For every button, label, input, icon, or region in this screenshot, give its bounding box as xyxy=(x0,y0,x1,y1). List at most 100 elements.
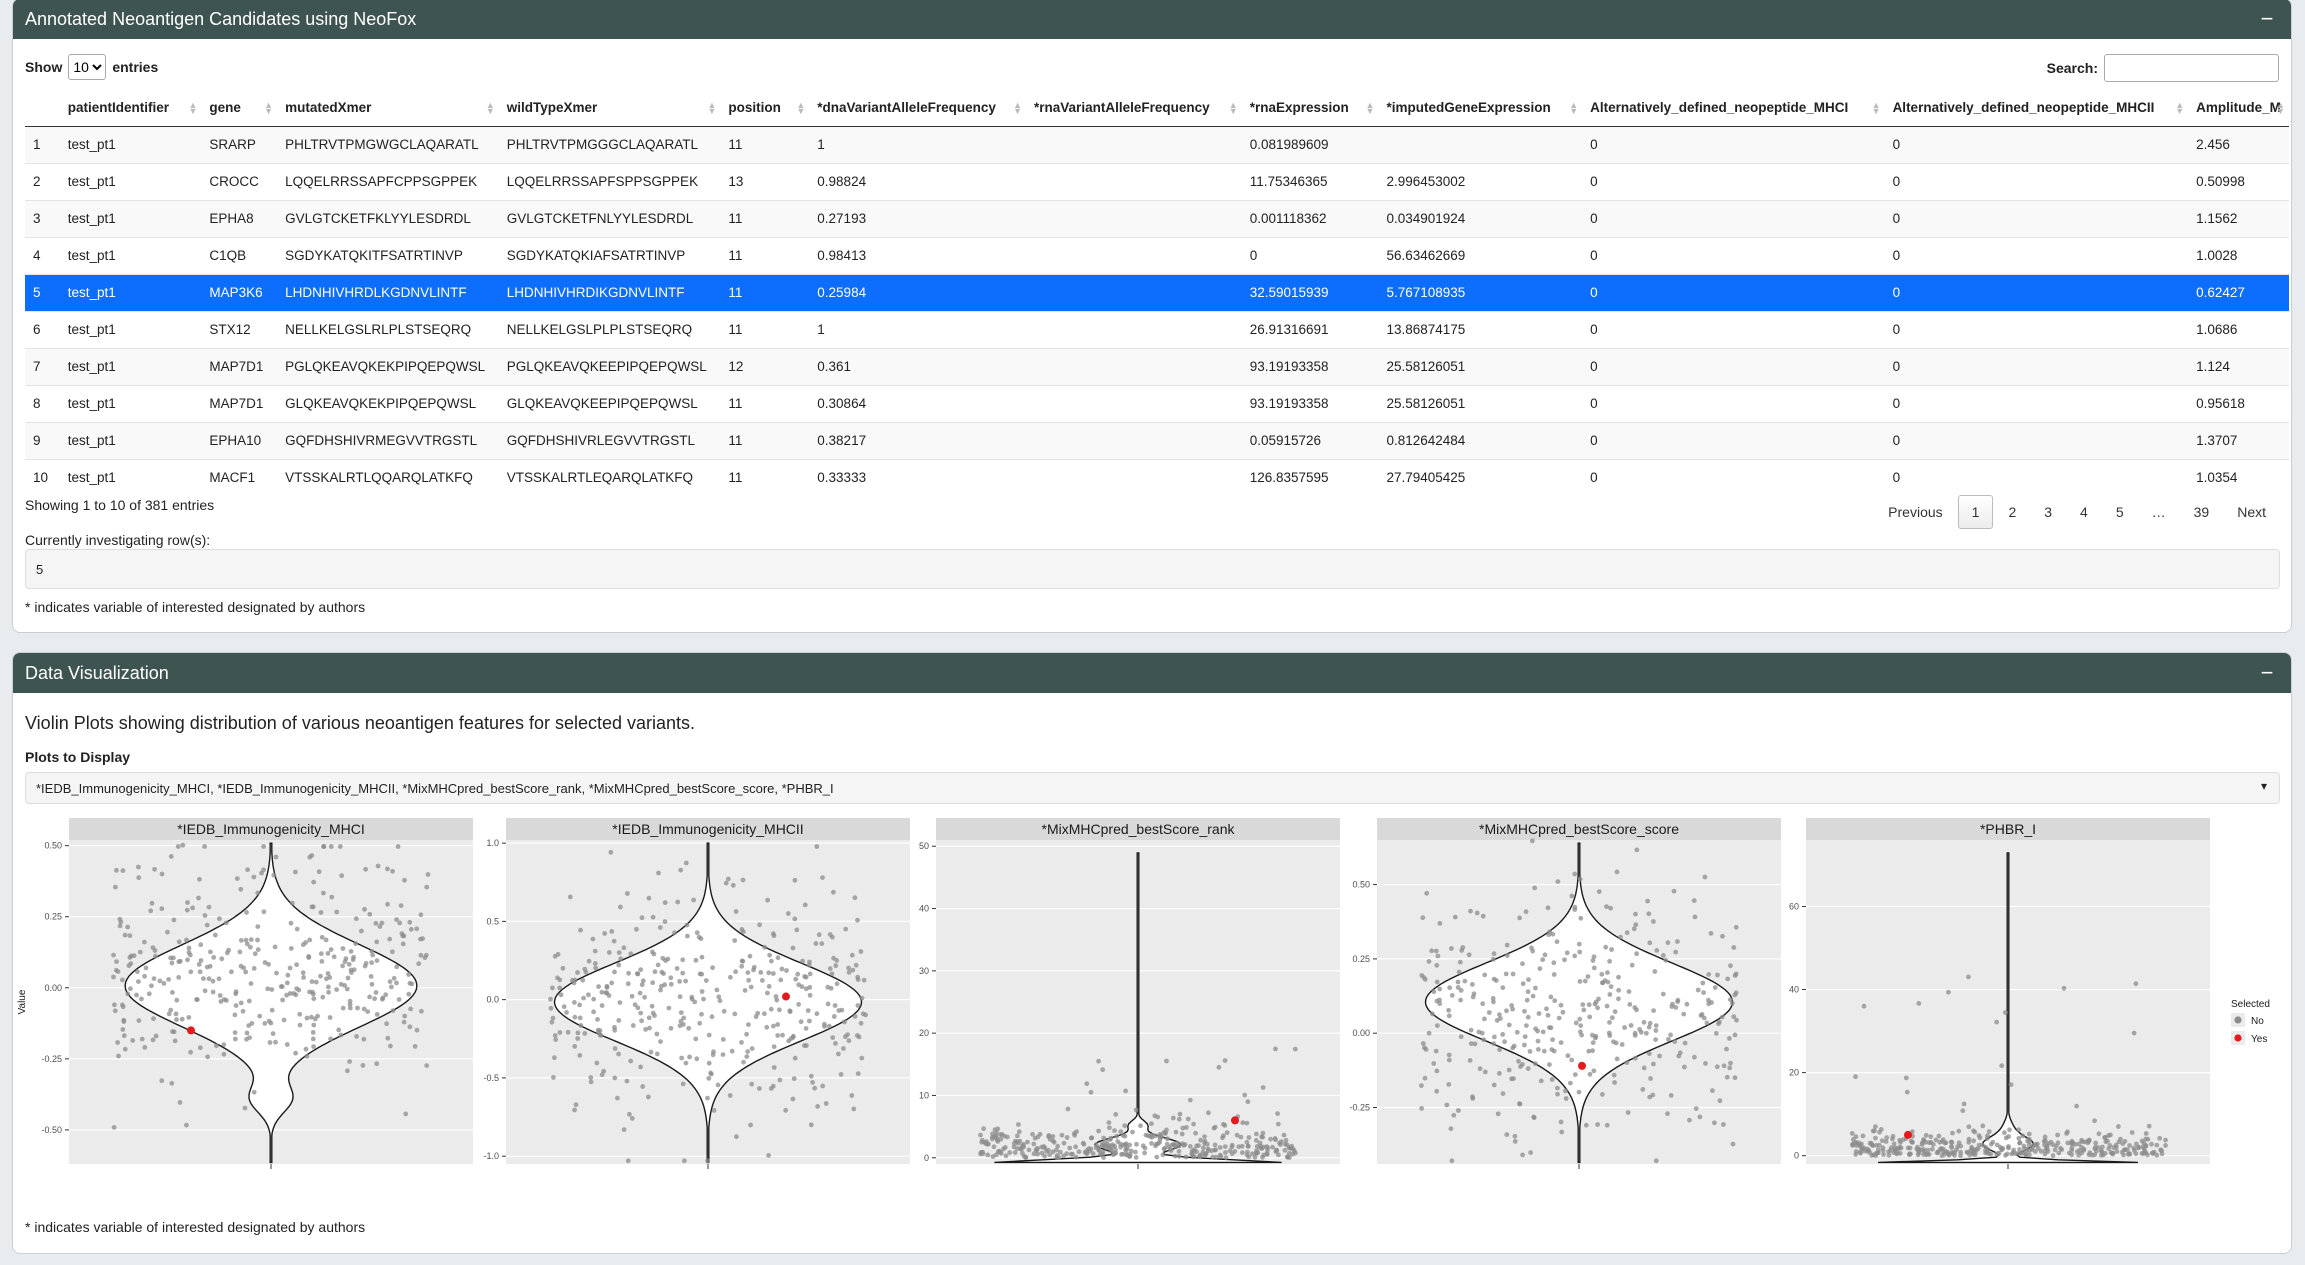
column-header[interactable] xyxy=(25,90,60,127)
data-point xyxy=(1206,1110,1211,1116)
data-point xyxy=(1434,1023,1440,1028)
data-point xyxy=(1701,990,1706,995)
table-row[interactable]: 10 test_pt1 MACF1 VTSSKALRTLQQARQLATKFQ VTSS… xyxy=(25,459,2289,490)
data-point xyxy=(1462,978,1468,984)
table-scroll-area[interactable]: patientIdentifier ▲ ▼ gene ▲ ▼ mutatedXmer ▲ ▼ wi… xyxy=(25,90,2289,490)
column-header[interactable]: gene ▲ ▼ xyxy=(201,90,278,127)
data-point xyxy=(827,966,833,971)
plots-to-display-select[interactable]: *IEDB_Immunogenicity_MHCI, *IEDB_Immunog… xyxy=(25,772,2280,804)
data-point xyxy=(2027,1139,2032,1145)
page-button[interactable]: 3 xyxy=(2044,504,2053,520)
data-point xyxy=(2058,1145,2063,1151)
search-input[interactable] xyxy=(2104,54,2279,82)
collapse-viz-button[interactable]: − xyxy=(2260,660,2274,685)
column-header[interactable]: *dnaVariantAlleleFrequency ▲ ▼ xyxy=(809,90,1027,127)
data-point xyxy=(2009,1151,2015,1157)
data-point xyxy=(2127,1151,2133,1157)
table-cell: 0.98824 xyxy=(809,163,1027,201)
data-point xyxy=(422,955,428,961)
table-row[interactable]: 3 test_pt1 EPHA8 GVLGTCKETFKLYYLESDRDL GVLGT… xyxy=(25,200,2289,238)
data-point xyxy=(1654,948,1660,953)
table-cell: 9 xyxy=(25,422,60,460)
data-point xyxy=(572,1107,577,1113)
data-point xyxy=(1504,1132,1510,1137)
data-point xyxy=(734,1134,739,1140)
data-point xyxy=(1578,915,1584,921)
table-cell: 0 xyxy=(1884,348,2189,386)
data-point xyxy=(706,1076,712,1081)
data-point xyxy=(1994,1019,1999,1025)
data-point xyxy=(142,939,147,945)
column-header[interactable]: patientIdentifier ▲ ▼ xyxy=(59,90,202,127)
table-row[interactable]: 1 test_pt1 SRARP PHLTRVTPMGWGCLAQARATL PHLTR… xyxy=(25,126,2289,164)
table-cell: GQFDHSHIVRLEGVVTRGSTL xyxy=(498,422,721,460)
table-cell: test_pt1 xyxy=(59,274,202,312)
data-point xyxy=(1031,1141,1037,1147)
data-point xyxy=(1437,1001,1443,1007)
data-point xyxy=(681,1015,687,1021)
table-row[interactable]: 7 test_pt1 MAP7D1 PGLQKEAVQKEKPIPQEPQWSL PGL… xyxy=(25,348,2289,386)
data-point xyxy=(1604,1003,1610,1009)
data-point xyxy=(210,989,216,995)
page-button[interactable]: 5 xyxy=(2115,504,2124,520)
data-point xyxy=(1173,1129,1179,1135)
data-point xyxy=(1632,1005,1638,1010)
table-row[interactable]: 9 test_pt1 EPHA10 GQFDHSHIVRMEGVVTRGSTL GQFD… xyxy=(25,422,2289,460)
data-point xyxy=(1949,1145,1955,1150)
page-button[interactable]: 2 xyxy=(2008,504,2017,520)
table-row[interactable]: 2 test_pt1 CROCC LQQELRRSSAPFCPPSGPPEK LQQEL… xyxy=(25,163,2289,201)
column-header[interactable]: *rnaVariantAlleleFrequency ▲ ▼ xyxy=(1026,90,1242,127)
investigating-rows-field[interactable]: 5 xyxy=(25,549,2280,589)
y-tick-label: 0 xyxy=(1794,1151,1799,1161)
column-header[interactable]: mutatedXmer ▲ ▼ xyxy=(277,90,499,127)
data-point xyxy=(1524,1023,1529,1028)
collapse-table-button[interactable]: − xyxy=(2260,6,2274,31)
data-point xyxy=(780,1032,785,1038)
data-point xyxy=(373,990,379,995)
data-point xyxy=(2017,1147,2022,1152)
data-point xyxy=(186,945,192,951)
data-point xyxy=(1122,1123,1128,1129)
data-point xyxy=(1223,1150,1228,1155)
data-point xyxy=(830,934,835,940)
data-point xyxy=(1064,1135,1070,1140)
table-cell: 0.05915726 xyxy=(1241,422,1379,460)
column-header[interactable]: wildTypeXmer ▲ ▼ xyxy=(498,90,721,127)
data-point xyxy=(1468,908,1473,914)
column-header[interactable]: position ▲ ▼ xyxy=(720,90,810,127)
column-header[interactable]: Alternatively_defined_neopeptide_MHCI ▲ ▼ xyxy=(1582,90,1885,127)
data-point xyxy=(217,916,222,922)
data-point xyxy=(347,1005,353,1011)
page-button[interactable]: 4 xyxy=(2080,504,2088,520)
column-header[interactable]: *rnaExpression ▲ ▼ xyxy=(1241,90,1379,127)
page-length-select[interactable]: 10 xyxy=(68,54,107,80)
data-point xyxy=(834,958,840,963)
table-row[interactable]: 4 test_pt1 C1QB SGDYKATQKITFSATRTINVP SGDYKA… xyxy=(25,237,2289,275)
data-point xyxy=(238,886,244,892)
data-point xyxy=(165,929,170,935)
data-point xyxy=(1536,1047,1541,1052)
table-cell: test_pt1 xyxy=(59,311,202,349)
column-header[interactable]: Alternatively_defined_neopeptide_MHCII ▲ ▼ xyxy=(1884,90,2189,127)
table-row[interactable]: 6 test_pt1 STX12 NELLKELGSLRLPLSTSEQRQ NELLK… xyxy=(25,311,2289,349)
table-row[interactable]: 8 test_pt1 MAP7D1 GLQKEAVQKEKPIPQEPQWSL GLQK… xyxy=(25,385,2289,423)
table-row[interactable]: 5 test_pt1 MAP3K6 LHDNHIVHRDLKGDNVLINTF LHDN… xyxy=(25,274,2289,312)
data-point xyxy=(677,994,683,1000)
data-point xyxy=(1580,1002,1586,1007)
data-point xyxy=(1986,1129,1992,1134)
page-button[interactable]: 39 xyxy=(2193,504,2210,520)
column-header[interactable]: Amplitude_M ▲ ▼ xyxy=(2188,90,2289,127)
data-point xyxy=(379,920,385,926)
next-page-button[interactable]: Next xyxy=(2237,504,2266,520)
data-point xyxy=(709,1014,715,1020)
data-point xyxy=(1860,1133,1866,1139)
violin-shape xyxy=(1424,842,1734,1164)
data-point xyxy=(1497,1047,1502,1053)
data-point xyxy=(683,1060,689,1066)
page-button[interactable]: 1 xyxy=(1957,495,1994,529)
column-header[interactable]: *imputedGeneExpression ▲ ▼ xyxy=(1378,90,1583,127)
data-point xyxy=(668,1025,674,1031)
data-point xyxy=(1025,1139,1030,1145)
data-point xyxy=(1695,987,1701,993)
previous-page-button[interactable]: Previous xyxy=(1888,504,1943,520)
